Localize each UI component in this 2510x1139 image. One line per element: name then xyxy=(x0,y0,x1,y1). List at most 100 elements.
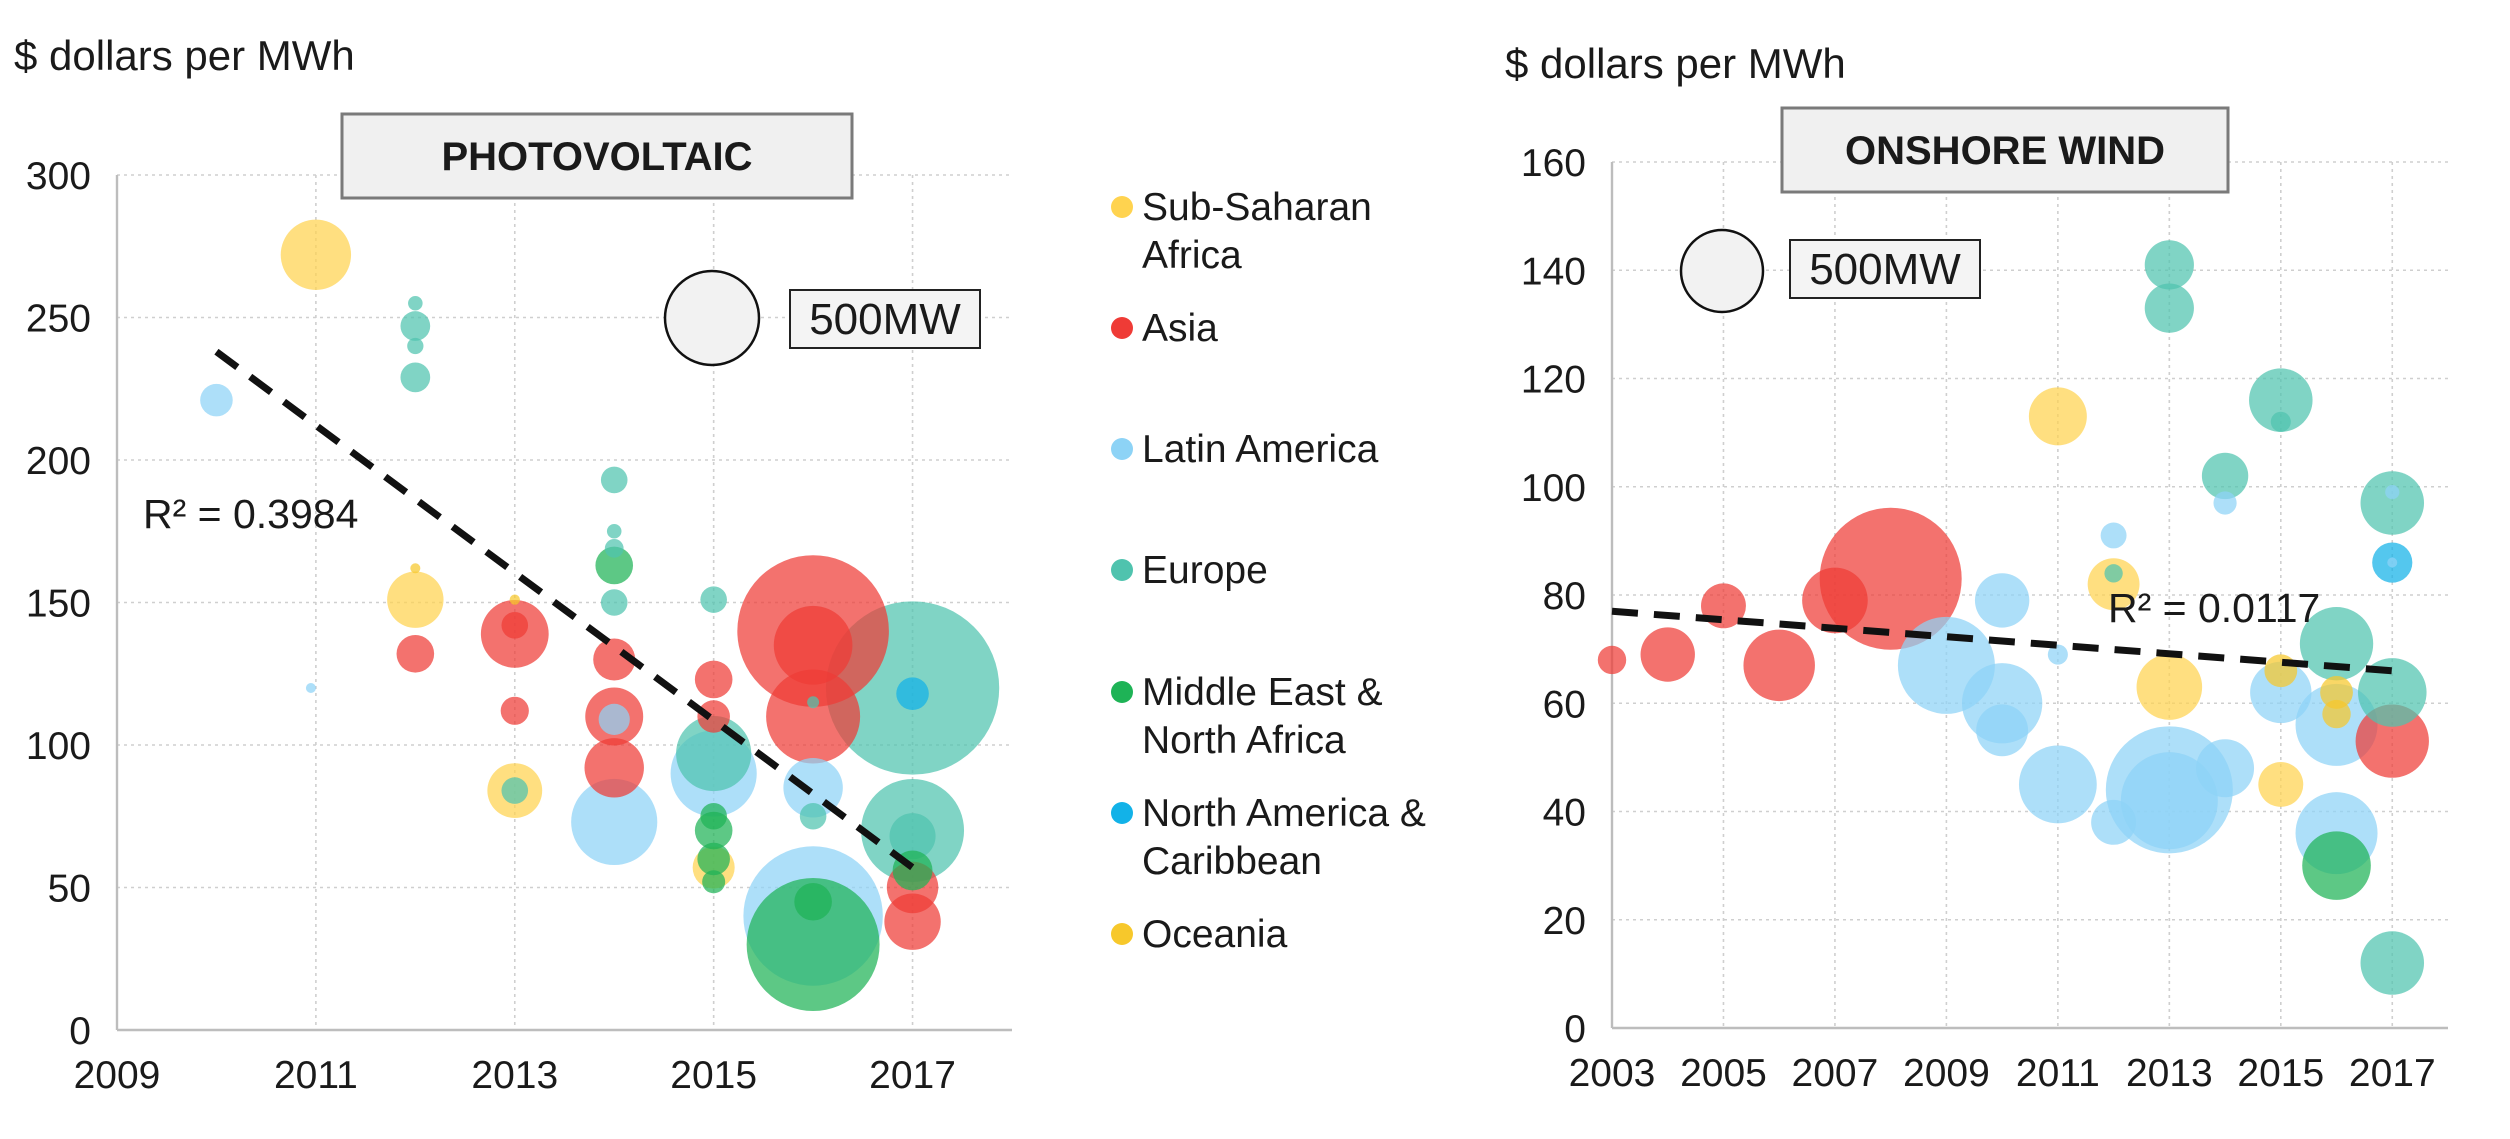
wind-size-reference-label: 500MW xyxy=(1809,245,1961,294)
pv-bubbles xyxy=(200,219,1000,1011)
legend-marker xyxy=(1111,438,1133,460)
wind-bubble-europe xyxy=(2299,607,2374,681)
wind-bubble-latam xyxy=(2385,485,2400,500)
wind-bubble-latam xyxy=(2100,522,2127,549)
legend-item-ssa: Sub-Saharan Africa xyxy=(1111,186,1372,277)
wind-size-reference-box xyxy=(1789,239,1981,299)
pv-y-tick-label: 0 xyxy=(69,1010,91,1053)
pv-bubble-mena xyxy=(794,882,832,921)
wind-bubble-asia xyxy=(2355,704,2429,778)
wind-bubble-europe xyxy=(2144,240,2194,290)
wind-bubble-europe xyxy=(2357,658,2427,727)
pv-bubble-europe xyxy=(400,311,431,341)
pv-bubble-europe xyxy=(408,295,423,311)
legend-label: Caribbean xyxy=(1142,840,1322,883)
wind-bubble-asia xyxy=(1640,627,1695,682)
wind-x-tick-label: 2013 xyxy=(2126,1052,2213,1095)
wind-trend-line xyxy=(1611,607,2393,675)
wind-bubble-ssa xyxy=(2087,558,2140,611)
pv-x-tick-label: 2017 xyxy=(869,1054,956,1097)
legend-marker xyxy=(1111,559,1133,581)
pv-bubble-asia xyxy=(500,696,529,725)
legend-marker xyxy=(1111,923,1133,945)
pv-bubble-mena xyxy=(746,878,880,1011)
pv-bubble-europe xyxy=(799,802,827,830)
wind-bubble-asia xyxy=(1743,629,1815,702)
pv-x-tick-label: 2011 xyxy=(274,1054,358,1097)
legend-item-na: North America & Caribbean xyxy=(1111,792,1426,883)
wind-bubble-latam xyxy=(2250,661,2312,724)
pv-bubble-europe xyxy=(407,337,424,355)
pv-bubble-latam xyxy=(598,703,630,735)
pv-size-reference-box xyxy=(789,289,981,349)
wind-r-squared-label: R² = 0.0117 xyxy=(2108,585,2320,631)
pv-bubble-ssa xyxy=(280,219,352,290)
wind-bubble-latam xyxy=(2091,799,2137,845)
wind-bubble-asia xyxy=(1802,567,1868,634)
wind-y-tick-label: 160 xyxy=(1521,142,1586,185)
wind-y-tick-label: 40 xyxy=(1543,792,1586,835)
pv-x-tick-label: 2009 xyxy=(74,1054,161,1097)
wind-bubble-oceania xyxy=(2320,676,2353,709)
wind-size-reference-circle xyxy=(1679,228,1765,314)
pv-bubble-asia xyxy=(501,612,529,639)
pv-bubble-asia xyxy=(396,635,435,673)
pv-bubble-europe xyxy=(400,362,431,393)
pv-bubble-europe xyxy=(807,696,820,709)
region-legend: Sub-Saharan Africa Asia Latin America Europe… xyxy=(1111,186,1426,956)
wind-bubble-latam xyxy=(2213,491,2237,515)
wind-bubble-latam xyxy=(1974,573,2030,628)
pv-title-box xyxy=(340,112,854,200)
wind-x-tick-label: 2017 xyxy=(2349,1052,2436,1095)
pv-chart-title: PHOTOVOLTAIC xyxy=(441,135,752,179)
pv-bubble-europe xyxy=(600,466,628,494)
pv-bubble-latam xyxy=(200,383,233,417)
pv-bubble-mena xyxy=(700,802,727,830)
legend-label: Europe xyxy=(1142,549,1268,592)
wind-bubble-europe xyxy=(2144,283,2194,333)
pv-y-tick-label: 200 xyxy=(26,440,91,483)
wind-bubble-asia xyxy=(1597,645,1627,675)
wind-bubble-latam xyxy=(2018,745,2097,824)
pv-bubble-europe xyxy=(889,813,936,860)
wind-bubble-europe xyxy=(2249,368,2313,432)
wind-y-tick-label: 120 xyxy=(1521,359,1586,402)
photovoltaic-chart: $ dollars per MWh 0 50 100 150 200 250 300 2009… xyxy=(14,32,1012,1097)
wind-bubble-latam xyxy=(2120,752,2218,850)
pv-size-reference-circle xyxy=(663,269,761,367)
wind-x-tick-label: 2011 xyxy=(2016,1052,2100,1095)
wind-y-tick-label: 60 xyxy=(1543,683,1586,726)
legend-item-mena: Middle East & North Africa xyxy=(1111,671,1383,762)
wind-y-tick-label: 140 xyxy=(1521,250,1586,293)
wind-bubble-europe xyxy=(2201,452,2249,500)
legend-label: North America & xyxy=(1142,792,1426,835)
pv-bubble-europe xyxy=(604,538,624,558)
pv-bubble-asia xyxy=(584,738,644,798)
wind-bubbles xyxy=(1597,240,2429,995)
pv-bubble-latam xyxy=(571,778,658,866)
wind-y-tick-label: 80 xyxy=(1543,575,1586,618)
pv-bubble-asia xyxy=(697,700,730,733)
legend-marker xyxy=(1111,802,1133,824)
pv-y-tick-label: 250 xyxy=(26,298,91,341)
legend-marker xyxy=(1111,681,1133,703)
pv-bubble-mena xyxy=(595,546,634,585)
legend-item-oceania: Oceania xyxy=(1111,913,1288,956)
pv-x-tick-label: 2013 xyxy=(471,1054,558,1097)
pv-bubble-asia xyxy=(593,638,636,681)
pv-y-unit-label: $ dollars per MWh xyxy=(14,32,355,79)
legend-label: Oceania xyxy=(1142,913,1288,956)
legend-label: Sub-Saharan xyxy=(1142,186,1372,229)
legend-marker xyxy=(1111,317,1133,339)
wind-bubble-latam xyxy=(1976,704,2029,757)
wind-bubble-ssa xyxy=(2258,761,2304,807)
legend-label: Africa xyxy=(1142,234,1242,277)
wind-bubble-latam xyxy=(2196,739,2255,798)
pv-bubble-europe xyxy=(700,586,727,613)
pv-size-reference-label: 500MW xyxy=(809,295,961,344)
legend-item-latam: Latin America xyxy=(1111,428,1379,471)
pv-bubble-asia xyxy=(773,605,853,685)
pv-trend-line xyxy=(214,348,915,871)
wind-bubble-latam xyxy=(2047,644,2068,665)
